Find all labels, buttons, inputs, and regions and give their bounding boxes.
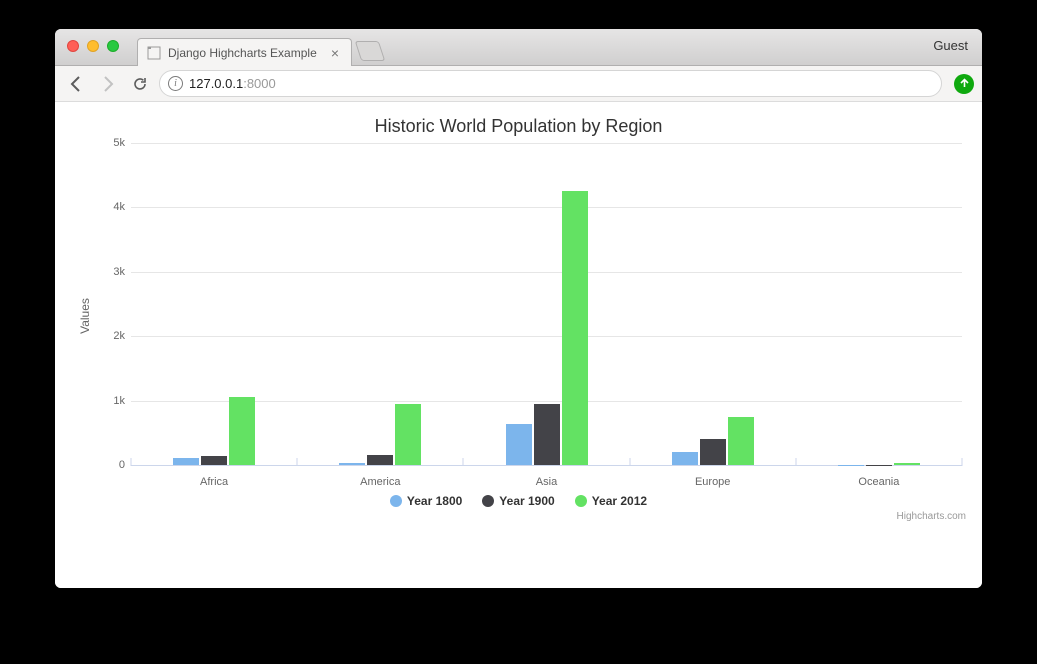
x-tickmark	[962, 458, 963, 466]
bar[interactable]	[173, 458, 199, 465]
x-tickmark	[297, 458, 298, 466]
legend: Year 1800 Year 1900 Year 2012	[65, 494, 972, 510]
bar[interactable]	[562, 191, 588, 465]
bar[interactable]	[395, 404, 421, 465]
legend-label: Year 2012	[592, 494, 647, 508]
legend-label: Year 1800	[407, 494, 462, 508]
bar[interactable]	[506, 424, 532, 465]
url-host: 127.0.0.1	[189, 76, 243, 91]
y-tick-label: 5k	[99, 137, 125, 149]
new-tab-button[interactable]	[355, 41, 385, 61]
url-port: :8000	[243, 76, 276, 91]
address-bar[interactable]: i 127.0.0.1:8000	[159, 70, 942, 97]
gridline	[131, 143, 962, 144]
minimize-window-button[interactable]	[87, 40, 99, 52]
bar[interactable]	[339, 463, 365, 465]
toolbar: i 127.0.0.1:8000	[55, 66, 982, 102]
reload-button[interactable]	[127, 71, 153, 97]
y-axis-label: Values	[78, 298, 92, 334]
legend-item[interactable]: Year 2012	[575, 494, 647, 508]
bar[interactable]	[866, 465, 892, 466]
legend-swatch-icon	[575, 495, 587, 507]
gridline	[131, 401, 962, 402]
gridline	[131, 207, 962, 208]
x-tick-label: Africa	[200, 476, 228, 488]
legend-item[interactable]: Year 1800	[390, 494, 462, 508]
gridline	[131, 272, 962, 273]
profile-label[interactable]: Guest	[933, 38, 968, 53]
x-tick-label: Europe	[695, 476, 730, 488]
y-tick-label: 3k	[99, 266, 125, 278]
page-content: Historic World Population by Region Valu…	[55, 102, 982, 588]
gridline	[131, 336, 962, 337]
bar[interactable]	[838, 465, 864, 466]
x-tick-label: America	[360, 476, 400, 488]
tab-title: Django Highcharts Example	[168, 46, 327, 60]
page-favicon-icon	[146, 45, 162, 61]
close-window-button[interactable]	[67, 40, 79, 52]
x-tick-label: Oceania	[858, 476, 899, 488]
plot-area: 01k2k3k4k5k	[131, 143, 962, 466]
chart: Values 01k2k3k4k5k Africa America Asia Euro…	[65, 143, 972, 488]
legend-label: Year 1900	[499, 494, 554, 508]
bar[interactable]	[672, 452, 698, 465]
bar[interactable]	[229, 397, 255, 465]
bar[interactable]	[728, 417, 754, 465]
tab-close-button[interactable]: ×	[327, 45, 343, 61]
zoom-window-button[interactable]	[107, 40, 119, 52]
browser-tab[interactable]: Django Highcharts Example ×	[137, 38, 352, 66]
browser-window: Django Highcharts Example × Guest i 127.…	[55, 29, 982, 588]
window-controls	[67, 40, 119, 52]
legend-swatch-icon	[390, 495, 402, 507]
y-tick-label: 2k	[99, 330, 125, 342]
bar[interactable]	[700, 439, 726, 465]
chart-credits[interactable]: Highcharts.com	[897, 511, 966, 522]
y-tick-label: 4k	[99, 201, 125, 213]
legend-item[interactable]: Year 1900	[482, 494, 554, 508]
chart-title: Historic World Population by Region	[65, 116, 972, 137]
extension-button[interactable]	[954, 74, 974, 94]
bar[interactable]	[201, 456, 227, 465]
x-tickmark	[629, 458, 630, 466]
y-tick-label: 1k	[99, 395, 125, 407]
x-tick-label: Asia	[536, 476, 557, 488]
titlebar: Django Highcharts Example × Guest	[55, 29, 982, 66]
bar[interactable]	[894, 463, 920, 465]
y-tick-label: 0	[99, 459, 125, 471]
x-tickmark	[795, 458, 796, 466]
back-button[interactable]	[63, 71, 89, 97]
x-tickmark	[463, 458, 464, 466]
site-info-icon[interactable]: i	[168, 76, 183, 91]
bar[interactable]	[534, 404, 560, 465]
x-tickmark	[131, 458, 132, 466]
forward-button[interactable]	[95, 71, 121, 97]
bar[interactable]	[367, 455, 393, 465]
legend-swatch-icon	[482, 495, 494, 507]
